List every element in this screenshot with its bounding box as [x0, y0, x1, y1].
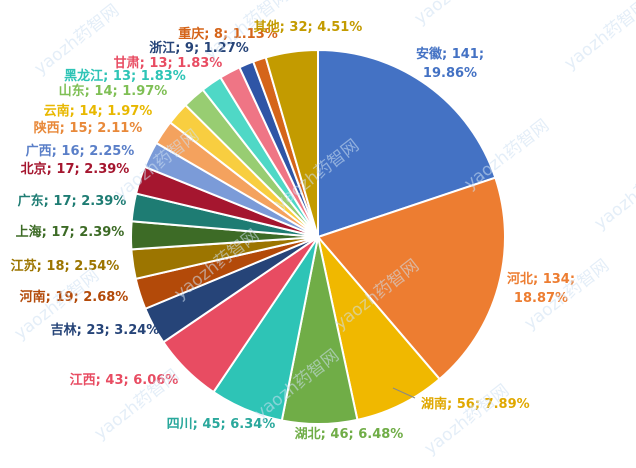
- slice-label-7: 河南; 19; 2.68%: [20, 289, 129, 305]
- slice-label-13: 陕西; 15; 2.11%: [34, 120, 143, 136]
- slice-label-20: 其他; 32; 4.51%: [254, 19, 363, 35]
- slice-label-17: 甘肃; 13; 1.83%: [114, 55, 223, 71]
- slice-label-3: 湖北; 46; 6.48%: [295, 427, 404, 442]
- watermark-7: yaozh药智网: [591, 156, 636, 234]
- slice-label-9: 上海; 17; 2.39%: [16, 224, 125, 240]
- slice-label-1: 河北; 134; 18.87%: [507, 271, 575, 306]
- watermark-14: yaozh药智网: [421, 381, 513, 459]
- slice-label-11: 北京; 17; 2.39%: [21, 161, 130, 177]
- slice-label-8: 江苏; 18; 2.54%: [11, 258, 120, 274]
- slice-label-10: 广东; 17; 2.39%: [18, 193, 127, 209]
- watermark-0: yaozh药智网: [31, 1, 123, 79]
- pie-slice-20: [264, 48, 319, 238]
- slice-label-19: 重庆; 8; 1.13%: [178, 26, 278, 42]
- watermark-2: yaozh药智网: [411, 0, 503, 29]
- slice-label-6: 吉林; 23; 3.24%: [51, 322, 160, 338]
- slice-label-5: 江西; 43; 6.06%: [70, 372, 179, 388]
- pie-slices: [130, 48, 506, 425]
- slice-label-16: 黑龙江; 13; 1.83%: [64, 68, 186, 84]
- slice-label-2: 湖南; 56; 7.89%: [421, 396, 530, 412]
- slice-label-12: 广西; 16; 2.25%: [26, 143, 135, 159]
- watermark-3: yaozh药智网: [561, 0, 636, 74]
- slice-label-4: 四川; 45; 6.34%: [167, 417, 276, 432]
- slice-labels: 安徽; 141; 19.86% 河北; 134; 18.87% 湖南; 56; 7.89…: [11, 19, 575, 442]
- slice-label-15: 山东; 14; 1.97%: [59, 83, 168, 99]
- leader-lines: [392, 387, 416, 399]
- leader-line-2: [392, 387, 416, 399]
- slice-label-14: 云南; 14; 1.97%: [44, 103, 153, 119]
- slice-label-18: 浙江; 9; 1.27%: [149, 40, 249, 56]
- pie-slice-0: [317, 48, 497, 239]
- slice-label-0: 安徽; 141; 19.86%: [416, 46, 484, 81]
- pie-slice-1: [316, 176, 506, 381]
